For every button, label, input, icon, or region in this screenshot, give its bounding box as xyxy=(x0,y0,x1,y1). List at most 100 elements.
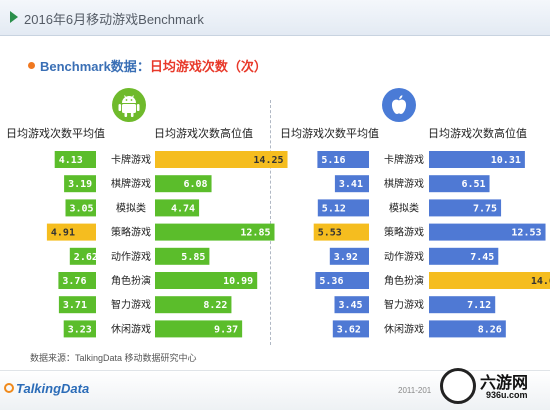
android-avg-value-label: 3.19 xyxy=(68,179,92,190)
android-avg-header: 日均游戏次数平均值 xyxy=(6,128,105,140)
ios-avg-value-label: 5.36 xyxy=(319,276,343,287)
ios-high-header: 日均游戏次数高位值 xyxy=(428,128,527,140)
android-high-bar xyxy=(155,223,275,241)
android-avg-bar xyxy=(64,175,96,193)
ios-avg-value-label: 5.12 xyxy=(322,203,346,214)
ios-high-value-label: 8.26 xyxy=(478,324,502,335)
watermark-title: 六游网 xyxy=(480,375,529,392)
ios-category-label: 休闲游戏 xyxy=(384,322,424,335)
subtitle-separator: ： xyxy=(136,59,150,74)
android-high-bar xyxy=(155,320,243,338)
android-high-value-label: 14.25 xyxy=(253,155,283,166)
talkingdata-logo-icon xyxy=(4,383,14,393)
android-avg-value-label: 4.13 xyxy=(59,155,83,166)
ios-high-value-label: 12.53 xyxy=(511,228,541,239)
ios-avg-header: 日均游戏次数平均值 xyxy=(280,128,379,140)
android-avg-bar xyxy=(54,151,96,168)
android-high-value-label: 12.85 xyxy=(240,228,270,239)
android-high-value-label: 6.08 xyxy=(183,179,207,190)
android-high-bar xyxy=(155,199,200,217)
android-avg-bar xyxy=(58,296,96,314)
ios-high-value-label: 14.62 xyxy=(531,276,550,287)
ios-category-label: 棋牌游戏 xyxy=(384,177,424,190)
android-high-bar xyxy=(155,175,212,193)
ios-avg-bar xyxy=(315,272,369,289)
ios-avg-value-label: 3.45 xyxy=(339,300,363,311)
ios-avg-bar xyxy=(329,247,369,265)
ios-avg-bar xyxy=(317,151,369,168)
ios-avg-value-label: 3.41 xyxy=(339,179,363,190)
android-high-bar xyxy=(155,151,288,168)
ios-avg-value-label: 3.92 xyxy=(334,252,358,263)
ios-category-label: 智力游戏 xyxy=(384,298,424,311)
bullet-dot-icon xyxy=(28,62,35,69)
subtitle-metric-name: Benchmark数据 xyxy=(40,59,137,74)
ios-high-value-label: 7.45 xyxy=(470,252,494,263)
ios-avg-value-label: 5.16 xyxy=(321,155,345,166)
android-avg-value-label: 3.76 xyxy=(62,276,86,287)
android-category-label: 棋牌游戏 xyxy=(111,177,151,190)
android-avg-bar xyxy=(63,320,96,338)
watermark-url: 936u.com xyxy=(486,390,528,400)
android-avg-value-label: 2.62 xyxy=(74,252,98,263)
ios-avg-value-label: 5.53 xyxy=(318,228,342,239)
ios-avg-bar xyxy=(317,199,369,217)
android-category-label: 策略游戏 xyxy=(111,226,151,239)
ios-high-bar xyxy=(429,272,550,289)
android-category-label: 智力游戏 xyxy=(111,298,151,311)
ios-high-value-label: 6.51 xyxy=(461,179,485,190)
android-avg-value-label: 4.91 xyxy=(51,228,75,239)
ios-high-bar xyxy=(429,151,525,168)
ios-avg-bar xyxy=(334,175,369,193)
ios-avg-bar xyxy=(313,223,369,241)
android-avg-bar xyxy=(69,247,96,265)
android-avg-value-label: 3.05 xyxy=(70,203,94,214)
ios-category-label: 动作游戏 xyxy=(384,250,424,263)
android-high-value-label: 10.99 xyxy=(223,276,253,287)
ios-avg-value-label: 3.62 xyxy=(337,324,361,335)
android-high-value-label: 4.74 xyxy=(171,203,195,214)
android-high-bar xyxy=(155,247,210,265)
android-avg-bar xyxy=(65,199,96,217)
android-high-bar xyxy=(155,296,232,314)
data-source-note: 数据来源：TalkingData 移动数据研究中心 xyxy=(30,353,197,363)
page-title: 2016年6月移动游戏Benchmark xyxy=(24,12,204,27)
android-icon xyxy=(112,88,146,122)
watermark-logo-icon xyxy=(440,368,476,404)
header-bar xyxy=(0,0,550,36)
ios-high-value-label: 10.31 xyxy=(491,155,521,166)
android-high-value-label: 9.37 xyxy=(214,324,238,335)
ios-category-label: 模拟类 xyxy=(389,201,419,214)
ios-avg-bar xyxy=(332,320,369,338)
android-category-label: 动作游戏 xyxy=(111,250,151,263)
footer-logo: TalkingData xyxy=(16,381,90,396)
android-high-header: 日均游戏次数高位值 xyxy=(154,128,253,140)
chart-subtitle: Benchmark数据：日均游戏次数（次） xyxy=(40,56,267,75)
android-category-label: 休闲游戏 xyxy=(111,322,151,335)
ios-high-value-label: 7.12 xyxy=(467,300,491,311)
ios-category-label: 卡牌游戏 xyxy=(384,153,424,166)
android-category-label: 模拟类 xyxy=(116,201,146,214)
android-avg-value-label: 3.71 xyxy=(63,300,87,311)
ios-high-bar xyxy=(429,223,546,241)
ios-avg-bar xyxy=(334,296,369,314)
ios-high-bar xyxy=(429,296,496,314)
ios-category-label: 角色扮演 xyxy=(384,274,424,287)
subtitle-metric-detail: 日均游戏次数（次） xyxy=(149,59,267,74)
android-avg-value-label: 3.23 xyxy=(68,324,92,335)
apple-icon xyxy=(382,88,416,122)
ios-high-bar xyxy=(429,175,490,193)
ios-category-label: 策略游戏 xyxy=(384,226,424,239)
section-divider xyxy=(270,100,271,345)
footer-copyright: 2011-201 xyxy=(398,386,432,395)
ios-high-value-label: 7.75 xyxy=(473,203,497,214)
android-category-label: 角色扮演 xyxy=(111,274,151,287)
play-arrow-icon xyxy=(10,11,18,23)
ios-high-bar xyxy=(429,247,499,265)
android-avg-bar xyxy=(58,272,96,289)
android-high-value-label: 8.22 xyxy=(203,300,227,311)
android-category-label: 卡牌游戏 xyxy=(111,153,151,166)
ios-high-bar xyxy=(429,199,502,217)
android-avg-bar xyxy=(46,223,96,241)
